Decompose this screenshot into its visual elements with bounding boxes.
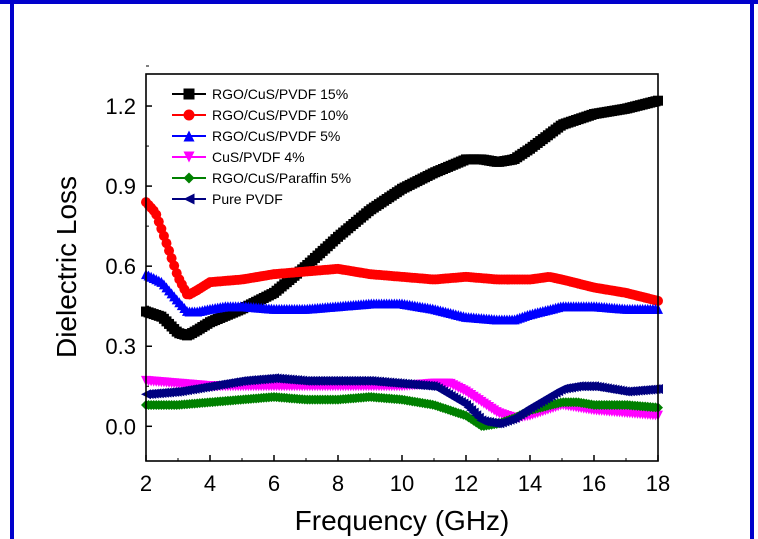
legend-item: RGO/CuS/Paraffin 5% (172, 170, 351, 186)
series (141, 269, 663, 325)
legend-marker (183, 88, 195, 100)
x-tick-label: 4 (204, 471, 216, 496)
x-tick-label: 6 (268, 471, 280, 496)
legend-item: RGO/CuS/PVDF 10% (172, 107, 348, 123)
ticks-layer: 2 4 6 8 10 12 14 16 18 0.0 0.3 0.6 0.9 1.2 (105, 65, 670, 496)
series (141, 197, 663, 306)
legend-marker (183, 151, 195, 163)
x-tick-label: 14 (518, 471, 542, 496)
x-tick-label: 16 (582, 471, 606, 496)
frame-left-border (10, 0, 14, 539)
x-tick-label: 8 (332, 471, 344, 496)
legend-item: RGO/CuS/PVDF 15% (172, 86, 348, 102)
y-tick-label: 0.6 (105, 254, 136, 279)
legend-label: RGO/CuS/Paraffin 5% (212, 170, 351, 186)
y-tick-label: 0.9 (105, 174, 136, 199)
legend-label: RGO/CuS/PVDF 5% (212, 128, 340, 144)
x-tick-label: 12 (454, 471, 478, 496)
legend-label: CuS/PVDF 4% (212, 149, 305, 165)
legend-marker (183, 172, 195, 184)
series (141, 391, 663, 431)
legend-item: CuS/PVDF 4% (172, 149, 305, 165)
legend-marker (183, 193, 195, 205)
y-axis-label: Dielectric Loss (51, 176, 82, 358)
frame-right-border (750, 0, 754, 539)
y-tick-label: 1.2 (105, 94, 136, 119)
legend-marker (183, 109, 195, 121)
y-tick-label: 0.0 (105, 414, 136, 439)
frame-top-border (0, 0, 758, 4)
x-tick-label: 2 (140, 471, 152, 496)
y-tick-label: 0.3 (105, 334, 136, 359)
x-tick-label: 10 (390, 471, 414, 496)
series-layer (141, 95, 663, 431)
legend-label: RGO/CuS/PVDF 10% (212, 107, 348, 123)
legend: RGO/CuS/PVDF 15% RGO/CuS/PVDF 10% RGO/CuS/… (172, 86, 351, 207)
x-axis-label: Frequency (GHz) (295, 505, 510, 536)
legend-item: RGO/CuS/PVDF 5% (172, 128, 340, 144)
series (141, 373, 663, 429)
legend-item: Pure PVDF (172, 191, 283, 207)
x-tick-label: 18 (646, 471, 670, 496)
legend-label: RGO/CuS/PVDF 15% (212, 86, 348, 102)
legend-marker (183, 130, 195, 142)
legend-label: Pure PVDF (212, 191, 283, 207)
